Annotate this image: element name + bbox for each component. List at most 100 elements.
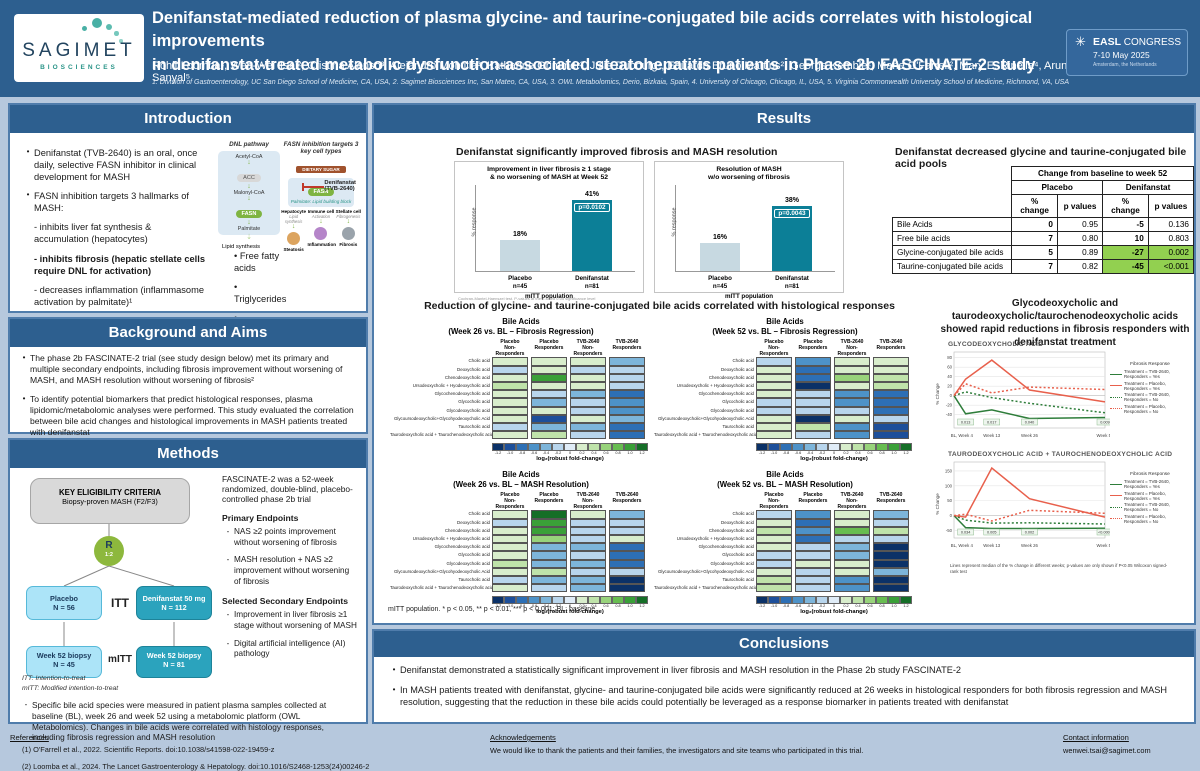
- heatmap-cell: [756, 575, 792, 585]
- colorbar-swatch: [780, 443, 792, 452]
- svg-text:0.002: 0.002: [1025, 531, 1035, 535]
- heatmap-cell: [492, 584, 528, 593]
- colorbar-swatch: [792, 443, 804, 452]
- colorbar-swatch: [600, 443, 612, 452]
- secondary-endpoints: - Improvement in liver fibrosis ≥1 stage …: [222, 610, 358, 660]
- heatmap-cell: [795, 422, 831, 432]
- table-cell: -45: [1102, 259, 1149, 274]
- table-group-header: Placebo: [1011, 180, 1104, 195]
- legend-title: Fibrosis Response: [1130, 362, 1170, 367]
- heatmap-cell: [795, 567, 831, 576]
- row-label: Chenodeoxycholic acid: [444, 374, 490, 380]
- list-item: • The phase 2b FASCINATE-2 trial (see stu…: [22, 353, 343, 386]
- chart-title: Resolution of MASH w/o worsening of fibro…: [708, 166, 790, 182]
- colorbar-swatch: [876, 443, 888, 452]
- heatmap-cell: [570, 584, 606, 593]
- row-label: Taurocholic acid: [722, 423, 754, 429]
- column-header: Placebo Non-Responders: [495, 492, 525, 511]
- logo-dot-icon: [119, 39, 123, 43]
- heatmap-cell: [756, 510, 792, 519]
- y-axis-label: % response: [471, 207, 478, 237]
- heatmap-cell: [570, 518, 606, 527]
- table-cell: <0.001: [1147, 259, 1195, 274]
- heatmap-row: Taurocholic acid **: [390, 422, 652, 439]
- heatmap-cell: [570, 373, 606, 383]
- heatmap-column-headers: Placebo Non-Responders Placebo Responders TV…: [492, 339, 652, 357]
- bar-value-label: 41%: [584, 191, 599, 199]
- colorbar-label: log₂(robust fold-change): [536, 456, 604, 463]
- heatmap-cell: [609, 518, 645, 527]
- row-label: Deoxycholic acid: [721, 519, 754, 525]
- heatmap-cell: [795, 382, 831, 391]
- heatmap-row: Glycoursodeoxycholic+Glycohyodeoxycholic…: [390, 414, 652, 423]
- heatmap-cell: **: [873, 406, 909, 423]
- logo-subtitle: BIOSCIENCES: [40, 64, 118, 71]
- row-label: Glycochenodeoxycholic acid: [434, 544, 490, 550]
- legend: Fibrosis Response Treatment = TVB-2640, R…: [1110, 348, 1190, 440]
- heatmap-column-headers: Placebo Non-Responders Placebo Responders TV…: [756, 492, 916, 510]
- inflammation-cell-icon: [314, 227, 328, 241]
- heatmap-cell: [492, 390, 528, 399]
- heatmap-cell: [570, 543, 606, 552]
- heatmap-column-headers: Placebo Non-Responders Placebo Responders TV…: [756, 339, 916, 357]
- logo-dot-icon: [106, 24, 112, 30]
- table-cell: 0.803: [1147, 231, 1195, 246]
- heatmap-row: Cholic acid: [390, 510, 652, 519]
- x-axis-label: mITT population: [524, 292, 574, 300]
- heatmap-cell: [492, 422, 528, 432]
- svg-text:100: 100: [945, 483, 953, 488]
- heatmap-row: Ursodeoxycholic + Hyodeoxycholic acid: [390, 535, 652, 544]
- legend-swatch-icon: [1110, 506, 1122, 508]
- heatmap-w52-fibrosis: Bile Acids (Week 52 vs. BL – Fibrosis Reg…: [654, 317, 916, 462]
- table-cell: 0.89: [1056, 245, 1104, 260]
- heatmap-row: Glycocholic acid ***: [654, 551, 916, 567]
- x-tick-label: Placebo n=45: [708, 275, 732, 290]
- heatmap-cell: [795, 373, 831, 383]
- inhibition-tbar-icon: [302, 183, 324, 191]
- heatmap-cell: [609, 535, 645, 544]
- column-header: TVB-2640 Non-Responders: [573, 492, 603, 511]
- conclusions-bullets: • Denifanstat demonstrated a statisticall…: [374, 657, 1194, 709]
- row-label: Glycine-conjugated bile acids: [891, 245, 1013, 260]
- colorbar-tick: 0: [568, 451, 572, 456]
- heatmap-title: Bile Acids (Week 26 vs. BL – MASH Resolut…: [453, 470, 589, 489]
- table-cell: 0.82: [1056, 259, 1104, 274]
- heatmap-cell: [795, 535, 831, 544]
- colorbar-tick: 1.0: [627, 451, 633, 456]
- introduction-diagram: DNL pathway Acetyl-CoA ↓ ACC ↓ Malonyl-C…: [218, 139, 362, 343]
- list-item: • Triglycerides: [234, 282, 287, 305]
- colorbar-tick: -1.0: [506, 604, 514, 609]
- colorbar-swatch: [636, 443, 648, 452]
- methods-text-column: FASCINATE-2 was a 52-week randomized, do…: [214, 474, 358, 696]
- conclusions-heading: Conclusions: [374, 631, 1194, 657]
- heatmap-cell: [609, 414, 645, 423]
- heatmap-cell: [756, 406, 792, 415]
- svg-text:150: 150: [945, 468, 953, 473]
- colorbar-tick: -0.2: [818, 604, 826, 609]
- svg-text:-20: -20: [946, 403, 953, 408]
- heatmap-cell: [492, 526, 528, 536]
- heatmap-cell: [795, 406, 831, 415]
- heatmap-cell: [756, 431, 792, 440]
- colorbar-tick: 0.4: [591, 451, 597, 456]
- colorbar-swatch: [504, 596, 516, 605]
- colorbar-swatch: [852, 443, 864, 452]
- heatmap-cell: [756, 559, 792, 568]
- heatmap-cell: [492, 559, 528, 568]
- svg-text:Week 52: Week 52: [1097, 433, 1110, 438]
- contact-block: Contact information wenwei.tsai@sagimet.…: [1063, 733, 1193, 756]
- heatmap-cell: *: [834, 575, 870, 592]
- list-item: (1) O'Farrell et al., 2022. Scientific R…: [22, 745, 275, 754]
- colorbar-swatch: [564, 443, 576, 452]
- bar-chart-footnote: Cochran-Mantel-Haenszel test. P-values a…: [458, 296, 596, 301]
- heatmap-row: Glycochenodeoxycholic acid ***: [654, 543, 916, 559]
- heatmap-cell: [492, 398, 528, 407]
- heatmap-cell: [531, 365, 567, 374]
- heatmap-cell: [834, 398, 870, 407]
- colorbar-tick: 1.0: [891, 604, 897, 609]
- heatmap-cell: [570, 406, 606, 415]
- colorbar-swatch: [768, 596, 780, 605]
- row-label: Taurocholic acid: [458, 576, 490, 582]
- svg-text:0.013: 0.013: [961, 421, 971, 425]
